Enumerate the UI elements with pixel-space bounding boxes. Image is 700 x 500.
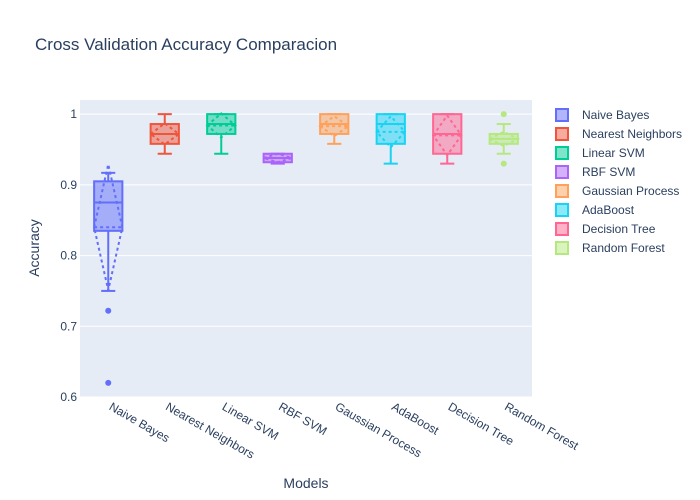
legend-swatch: [555, 241, 569, 255]
box-adaboost[interactable]: [375, 113, 407, 165]
y-tick-label: 0.9: [60, 178, 77, 192]
y-axis-ticks: 0.6 0.7 0.8 0.9 1: [60, 107, 77, 404]
x-tick-label: Naive Bayes: [107, 399, 172, 445]
x-tick-label: Random Forest: [502, 399, 581, 453]
sd-diamond: [93, 164, 124, 291]
iqr-box: [375, 113, 406, 145]
plot-area: [80, 100, 532, 397]
sd-diamond: [487, 130, 521, 148]
legend-item[interactable]: Random Forest: [555, 241, 665, 255]
box-naive-bayes[interactable]: [93, 164, 124, 386]
legend-swatch: [555, 108, 569, 122]
box-linear-svm[interactable]: [205, 112, 237, 155]
legend-swatch: [555, 222, 569, 236]
box-rbf-svm[interactable]: [260, 152, 296, 165]
box-random-forest[interactable]: [487, 111, 521, 167]
y-tick-label: 0.8: [60, 249, 77, 263]
outlier-point[interactable]: [105, 379, 112, 386]
legend-item[interactable]: Nearest Neighbors: [555, 127, 682, 141]
legend-item[interactable]: Decision Tree: [555, 222, 656, 236]
y-tick-label: 0.6: [60, 390, 77, 404]
legend-label: Random Forest: [582, 241, 665, 255]
iqr-box: [93, 180, 124, 232]
y-axis-label: Accuracy: [26, 219, 42, 277]
legend-item[interactable]: AdaBoost: [555, 203, 635, 217]
y-tick-label: 1: [70, 107, 77, 121]
sd-diamond: [205, 112, 237, 139]
legend-swatch: [555, 146, 569, 160]
legend-label: Linear SVM: [582, 146, 645, 160]
legend-swatch: [555, 184, 569, 198]
sd-diamond: [431, 113, 463, 157]
legend-swatch: [555, 165, 569, 179]
outlier-point[interactable]: [105, 307, 112, 314]
sd-diamond: [260, 152, 296, 164]
box-series: [93, 111, 521, 386]
grid-lines: [80, 113, 532, 398]
legend-item[interactable]: RBF SVM: [555, 165, 635, 179]
y-tick-label: 0.7: [60, 319, 77, 333]
legend-label: Nearest Neighbors: [582, 127, 682, 141]
box-nearest-neighbors[interactable]: [148, 113, 181, 155]
x-axis-label: Models: [283, 475, 328, 491]
legend-label: RBF SVM: [582, 165, 635, 179]
legend-item[interactable]: Linear SVM: [555, 146, 645, 160]
sd-diamond: [375, 114, 407, 149]
legend-label: Gaussian Process: [582, 184, 679, 198]
outlier-point[interactable]: [500, 160, 507, 167]
box-gaussian-process[interactable]: [318, 113, 351, 145]
legend-label: Decision Tree: [582, 222, 656, 236]
outlier-point[interactable]: [500, 111, 507, 118]
box-decision-tree[interactable]: [431, 113, 463, 165]
legend-swatch: [555, 127, 569, 141]
x-tick-label: RBF SVM: [276, 399, 329, 438]
legend-label: AdaBoost: [582, 203, 635, 217]
legend-item[interactable]: Naive Bayes: [555, 108, 649, 122]
chart-title: Cross Validation Accuracy Comparacion: [35, 35, 337, 54]
legend-label: Naive Bayes: [582, 108, 649, 122]
legend[interactable]: Naive Bayes Nearest Neighbors Linear SVM RB…: [555, 108, 682, 255]
legend-item[interactable]: Gaussian Process: [555, 184, 679, 198]
legend-swatch: [555, 203, 569, 217]
